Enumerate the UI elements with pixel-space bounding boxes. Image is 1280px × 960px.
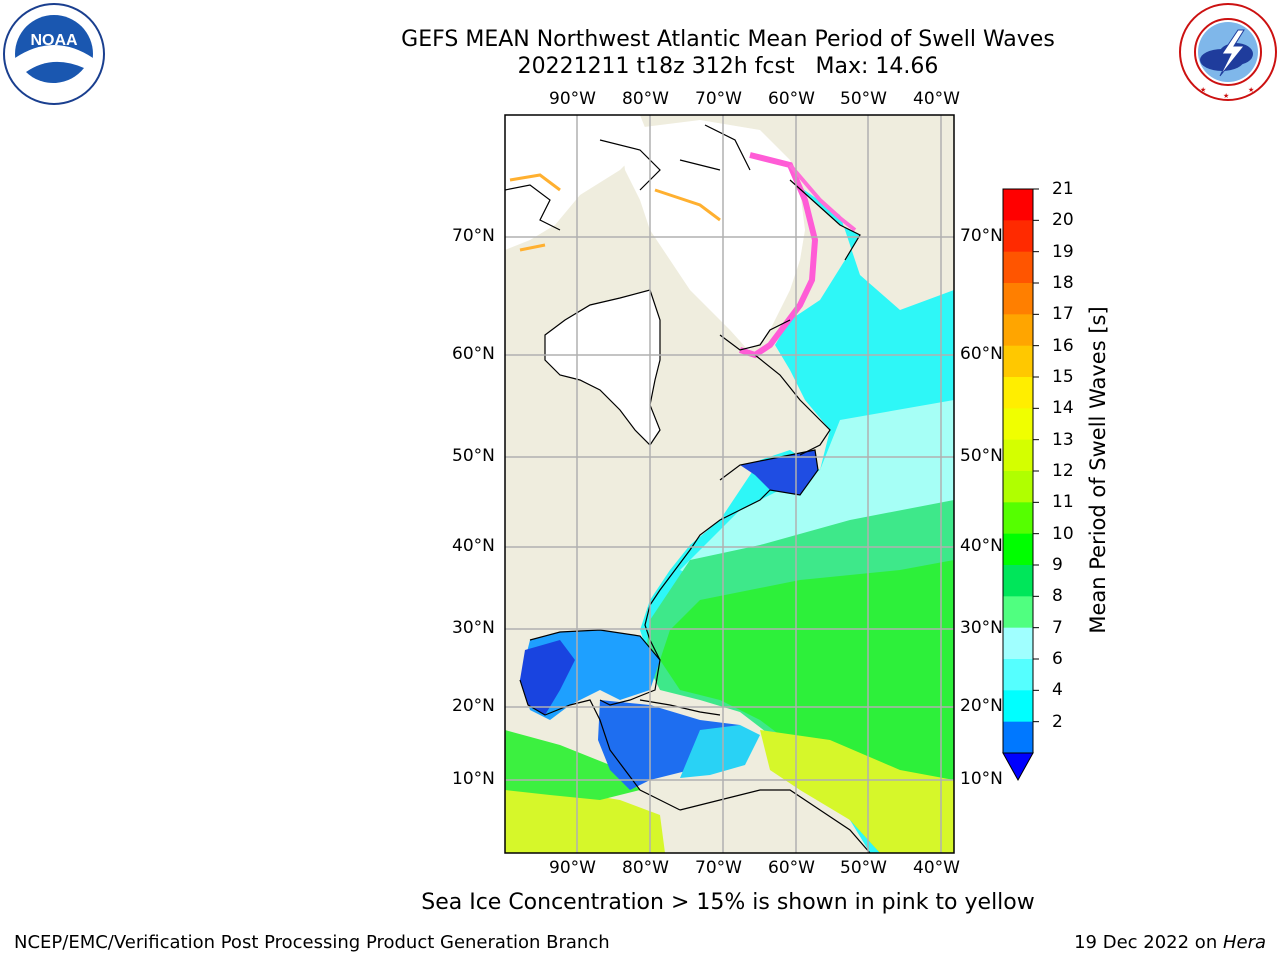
lon-label-bottom-80w: 80°W bbox=[622, 858, 669, 878]
colorbar-under-arrow bbox=[1002, 752, 1034, 782]
colorbar-tick-label: 11 bbox=[1052, 492, 1074, 513]
colorbar-tick-label: 2 bbox=[1052, 711, 1063, 732]
colorbar-tick-label: 13 bbox=[1052, 429, 1074, 450]
footer-date: 19 Dec 2022 on Hera bbox=[1074, 932, 1266, 953]
lon-label-top-70w: 70°W bbox=[695, 89, 742, 109]
colorbar-tick-label: 8 bbox=[1052, 586, 1063, 607]
colorbar-tick-label: 15 bbox=[1052, 367, 1074, 387]
svg-text:★: ★ bbox=[1200, 86, 1206, 94]
lon-label-bottom-40w: 40°W bbox=[913, 858, 960, 878]
lon-label-top-80w: 80°W bbox=[622, 89, 669, 109]
baffin-ice bbox=[620, 120, 805, 350]
colorbar-tick-label: 10 bbox=[1052, 523, 1074, 544]
colorbar-swatch bbox=[1003, 627, 1033, 660]
lat-label-right-60n: 60°N bbox=[960, 344, 1003, 364]
lat-label-right-50n: 50°N bbox=[960, 446, 1003, 466]
noaa-logo: NOAA bbox=[3, 3, 105, 105]
sea-ice-edge-east bbox=[788, 163, 857, 232]
colorbar-tick-label: 19 bbox=[1052, 241, 1074, 262]
colorbar-swatch bbox=[1003, 377, 1033, 409]
lat-label-left-60n: 60°N bbox=[452, 344, 495, 364]
colorbar-swatch bbox=[1003, 189, 1033, 221]
lat-label-left-40n: 40°N bbox=[452, 536, 495, 556]
colorbar-swatch bbox=[1003, 471, 1033, 503]
colorbar-swatch bbox=[1003, 690, 1033, 723]
ocean-yellow-region bbox=[760, 730, 954, 853]
ocean-yellow-west bbox=[505, 780, 665, 853]
colorbar-swatch bbox=[1003, 251, 1033, 284]
sea-ice-edge bbox=[739, 152, 819, 359]
colorbar-swatch bbox=[1003, 659, 1033, 691]
svg-text:★: ★ bbox=[1223, 92, 1229, 100]
lon-label-bottom-60w: 60°W bbox=[768, 858, 815, 878]
lat-label-left-10n: 10°N bbox=[452, 769, 495, 789]
colorbar-tick-label: 12 bbox=[1052, 461, 1074, 481]
colorbar-swatch bbox=[1003, 721, 1033, 754]
colorbar-tick-label: 16 bbox=[1052, 335, 1074, 356]
colorbar-swatch bbox=[1003, 533, 1033, 566]
lat-label-left-50n: 50°N bbox=[452, 446, 495, 466]
svg-text:★: ★ bbox=[1248, 86, 1254, 94]
nws-logo: ★ ★ ★ bbox=[1179, 3, 1277, 101]
colorbar-swatch bbox=[1003, 596, 1033, 629]
lon-label-top-50w: 50°W bbox=[840, 89, 887, 109]
caribbean-sea bbox=[598, 700, 740, 790]
colorbar-tick-label: 6 bbox=[1052, 649, 1063, 669]
sea-ice-orange bbox=[509, 173, 721, 252]
colorbar-tick-label: 7 bbox=[1052, 617, 1063, 638]
colorbar-tick-label: 4 bbox=[1052, 680, 1063, 701]
colorbar-swatch bbox=[1003, 283, 1033, 315]
noaa-text: NOAA bbox=[30, 32, 78, 49]
colorbar bbox=[1002, 188, 1039, 782]
lon-label-bottom-50w: 50°W bbox=[840, 858, 887, 878]
lon-label-top-40w: 40°W bbox=[913, 89, 960, 109]
lon-label-top-90w: 90°W bbox=[549, 89, 596, 109]
colorbar-tick-label: 18 bbox=[1052, 273, 1074, 293]
colorbar-tick-label: 9 bbox=[1052, 555, 1063, 575]
colorbar-tick-label: 14 bbox=[1052, 398, 1074, 419]
lat-label-left-70n: 70°N bbox=[452, 226, 495, 246]
lat-label-right-40n: 40°N bbox=[960, 536, 1003, 556]
sea-ice-footnote: Sea Ice Concentration > 15% is shown in … bbox=[421, 890, 1035, 915]
lat-label-left-20n: 20°N bbox=[452, 696, 495, 716]
ocean-green-west bbox=[505, 730, 640, 800]
map-frame bbox=[504, 114, 955, 854]
map-subtitle: 20221211 t18z 312h fcst Max: 14.66 bbox=[517, 54, 939, 79]
gulf-deep bbox=[520, 640, 575, 715]
hudson-bay-ice bbox=[545, 290, 660, 445]
footer-host: Hera bbox=[1222, 932, 1266, 953]
gridlines bbox=[505, 115, 954, 853]
lat-label-right-70n: 70°N bbox=[960, 226, 1003, 246]
lat-label-left-30n: 30°N bbox=[452, 618, 495, 638]
colorbar-tick-label: 17 bbox=[1052, 304, 1074, 325]
footer-date-text: 19 Dec 2022 on bbox=[1074, 932, 1223, 953]
lon-label-bottom-70w: 70°W bbox=[695, 858, 742, 878]
colorbar-swatch bbox=[1003, 220, 1033, 253]
colorbar-swatch bbox=[1003, 565, 1033, 597]
colorbar-swatch bbox=[1003, 502, 1033, 535]
colorbar-swatch bbox=[1003, 408, 1033, 441]
lat-label-right-30n: 30°N bbox=[960, 618, 1003, 638]
lon-label-bottom-90w: 90°W bbox=[549, 858, 596, 878]
colorbar-swatch bbox=[1003, 314, 1033, 347]
footer-organization: NCEP/EMC/Verification Post Processing Pr… bbox=[14, 932, 610, 953]
colorbar-tick-label: 20 bbox=[1052, 210, 1074, 231]
colorbar-tick-label: 21 bbox=[1052, 179, 1074, 199]
colorbar-swatch bbox=[1003, 345, 1033, 378]
caribbean-cyan bbox=[680, 725, 760, 778]
map-title: GEFS MEAN Northwest Atlantic Mean Period… bbox=[401, 27, 1055, 52]
lat-label-right-10n: 10°N bbox=[960, 769, 1003, 789]
colorbar-swatch bbox=[1003, 439, 1033, 472]
lat-label-right-20n: 20°N bbox=[960, 696, 1003, 716]
lon-label-top-60w: 60°W bbox=[768, 89, 815, 109]
colorbar-label: Mean Period of Swell Waves [s] bbox=[1086, 306, 1110, 634]
